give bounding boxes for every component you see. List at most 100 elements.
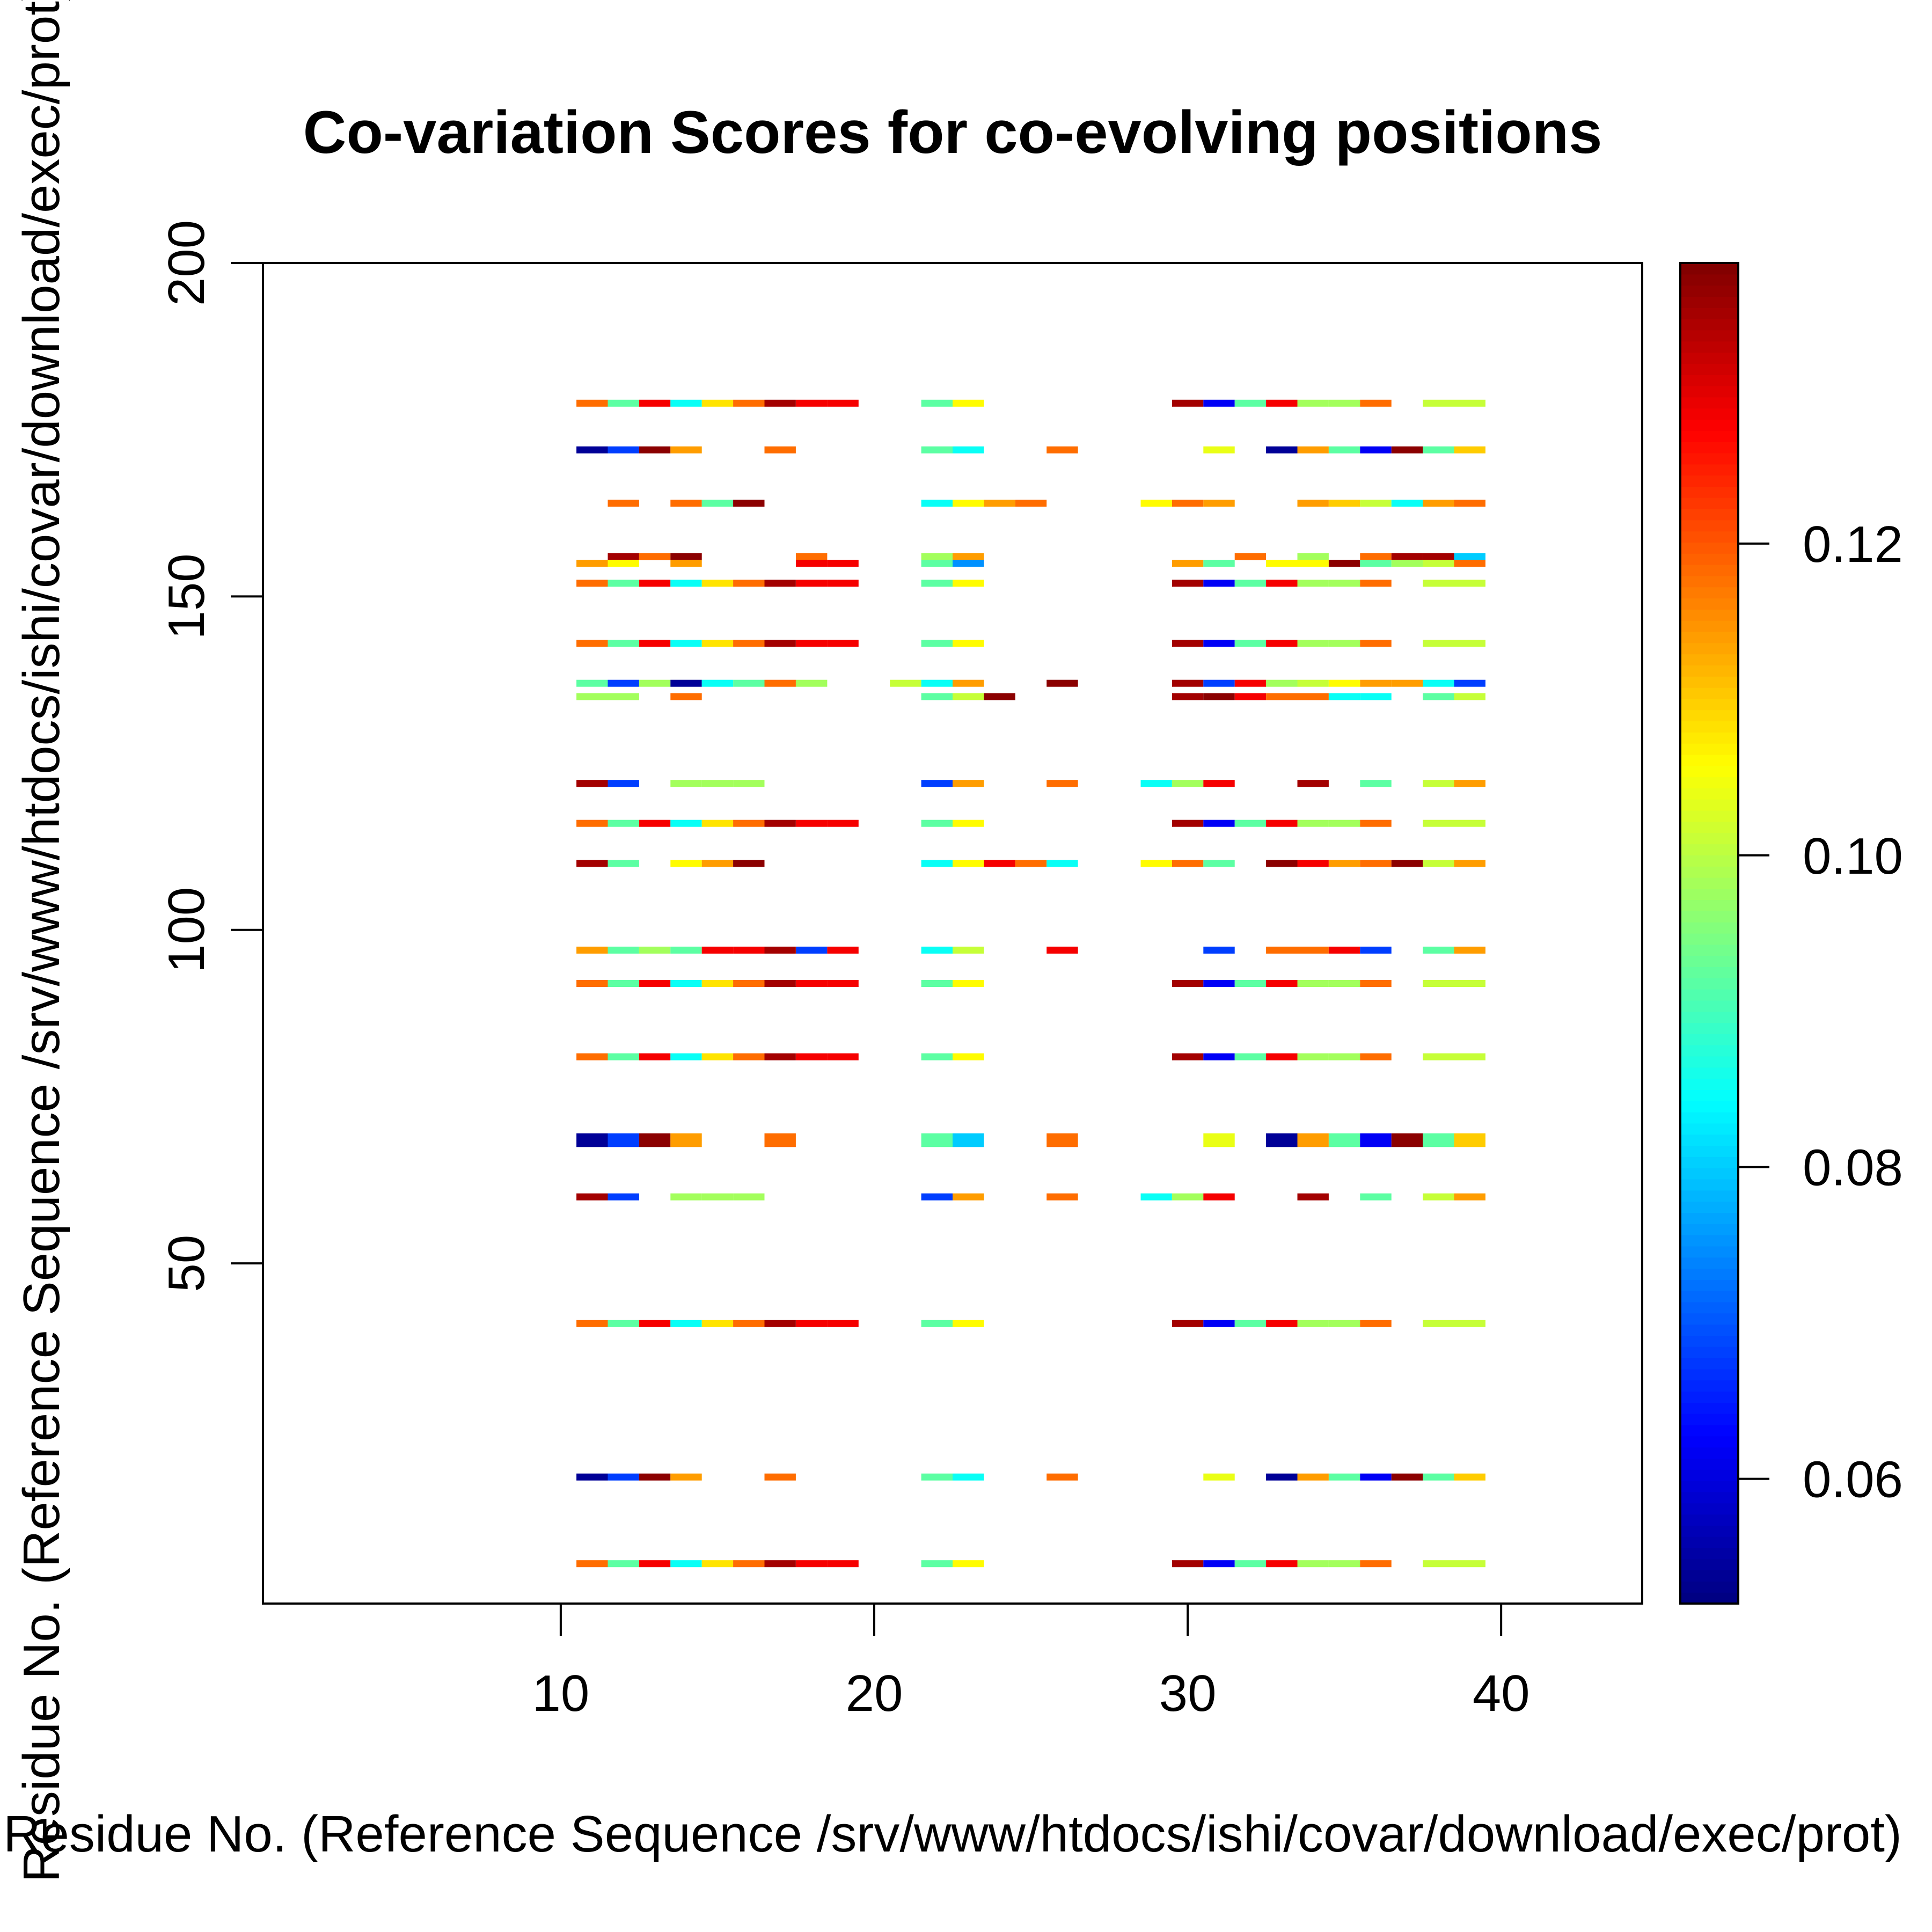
colorbar-swatch [1680,1313,1738,1325]
heatmap-cell [827,819,859,827]
heatmap-cell [921,553,953,560]
heatmap-cell [576,446,608,453]
heatmap-cell [1266,580,1298,587]
heatmap-cell [1266,640,1298,647]
colorbar-swatch [1680,721,1738,733]
colorbar-swatch [1680,452,1738,465]
heatmap-cell [1203,819,1235,827]
heatmap-cell [1172,500,1204,507]
heatmap-cell [1203,946,1235,954]
heatmap-cell [576,399,608,407]
heatmap-cell [1297,1320,1329,1327]
heatmap-cell [1328,1320,1360,1327]
heatmap-cell [1423,1193,1454,1201]
heatmap-cell [701,640,734,647]
heatmap-cell [921,500,953,507]
heatmap-cell [953,640,984,647]
heatmap-cell [827,560,859,567]
colorbar-swatch [1680,1525,1738,1537]
heatmap-cell [1423,693,1454,700]
colorbar-swatch [1680,587,1738,599]
colorbar-swatch [1680,1368,1738,1381]
heatmap-cell [953,399,984,407]
heatmap-cell [608,1473,639,1481]
heatmap-cell [576,1560,608,1568]
heatmap-cell [953,1560,984,1568]
heatmap-cell [1297,693,1329,700]
heatmap-cell [1423,1560,1454,1568]
colorbar-swatch [1680,1011,1738,1023]
colorbar-swatch [1680,1034,1738,1045]
heatmap-cell [1297,1473,1329,1481]
colorbar-swatch [1680,1190,1738,1202]
heatmap-cell [639,1053,671,1060]
heatmap-cell [1360,1053,1392,1060]
heatmap-cell [1266,980,1298,987]
heatmap-cell [1423,1140,1454,1147]
heatmap-cell [670,693,702,700]
heatmap-cell [1454,1140,1485,1147]
heatmap-cell [764,1320,796,1327]
heatmap-cell [670,679,702,687]
heatmap-cell [701,500,734,507]
heatmap-cell [576,860,608,867]
heatmap-cell [1454,580,1485,587]
colorbar-swatch [1680,732,1738,744]
heatmap-cell [921,1140,953,1147]
colorbar-swatch [1680,341,1738,353]
heatmap-cell [670,1473,702,1481]
heatmap-cell [921,819,953,827]
heatmap-cell [576,560,608,567]
colorbar-frame [1679,262,1739,1605]
heatmap-cell [1172,679,1204,687]
heatmap-cell [1015,860,1047,867]
colorbar-swatch [1680,922,1738,934]
heatmap-cell [733,500,765,507]
heatmap-cell [670,1053,702,1060]
heatmap-cell [1297,819,1329,827]
heatmap-cell [764,640,796,647]
heatmap-cell [1297,946,1329,954]
heatmap-cell [921,560,953,567]
heatmap-cell [670,1140,702,1147]
colorbar-swatch [1680,565,1738,576]
heatmap-cell [1172,980,1204,987]
heatmap-cell [827,640,859,647]
heatmap-cell [608,1140,639,1147]
heatmap-cell [1172,1560,1204,1568]
heatmap-cell [1391,1140,1423,1147]
heatmap-cell [953,860,984,867]
colorbar-swatch [1680,1301,1738,1314]
heatmap-cell [1203,1053,1235,1060]
heatmap-cell [639,1473,671,1481]
heatmap-cell [1454,500,1485,507]
heatmap-cell [921,1473,953,1481]
colorbar-swatch [1680,1424,1738,1437]
heatmap-cell [1203,1193,1235,1201]
colorbar-swatch [1680,1145,1738,1157]
colorbar-swatch [1680,575,1738,588]
colorbar-swatch [1680,777,1738,788]
colorbar-swatch [1680,888,1738,901]
heatmap-cell [1266,946,1298,954]
colorbar-swatch [1680,1558,1738,1571]
heatmap-cell [796,1053,828,1060]
heatmap-cell [701,780,734,787]
heatmap-cell [1454,1053,1485,1060]
heatmap-cell [953,1053,984,1060]
heatmap-cell [1203,1140,1235,1147]
heatmap-cell [1015,500,1047,507]
heatmap-cell [1234,553,1267,560]
heatmap-cell [733,980,765,987]
heatmap-cell [1454,980,1485,987]
heatmap-cell [1297,500,1329,507]
heatmap-cell [1423,640,1454,647]
heatmap-cell [1203,1320,1235,1327]
heatmap-cell [1297,399,1329,407]
heatmap-cell [921,446,953,453]
heatmap-cell [639,399,671,407]
heatmap-cell [576,946,608,954]
heatmap-cell [1360,640,1392,647]
heatmap-cell [1172,1193,1204,1201]
